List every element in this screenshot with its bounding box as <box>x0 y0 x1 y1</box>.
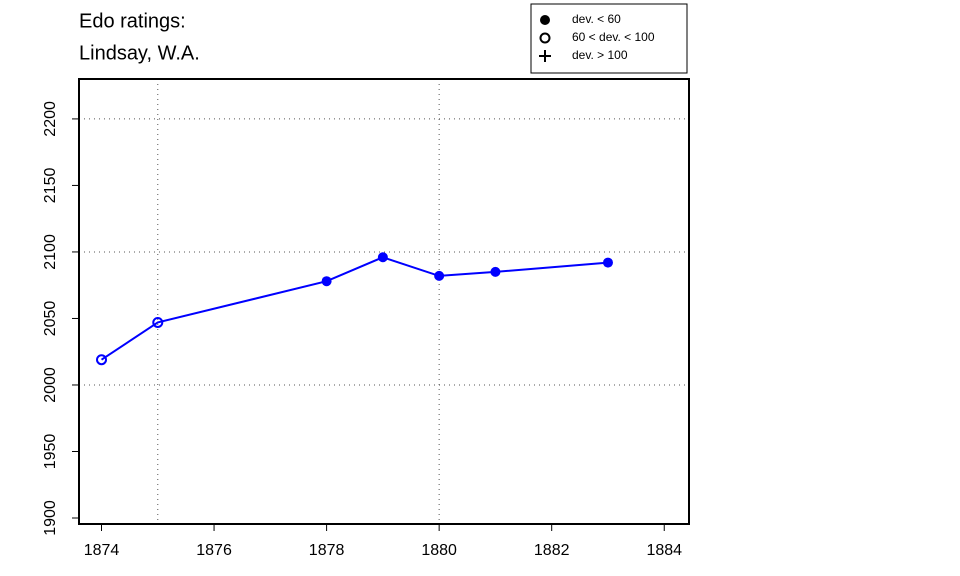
legend-label: 60 < dev. < 100 <box>572 30 655 44</box>
x-tick-label: 1882 <box>534 542 570 559</box>
chart-title: Edo ratings: <box>79 10 186 32</box>
x-tick-label: 1874 <box>84 542 120 559</box>
x-tick-label: 1878 <box>309 542 345 559</box>
y-tick-label: 1950 <box>42 434 59 470</box>
legend-label: dev. < 60 <box>572 12 621 26</box>
y-tick-label: 2200 <box>42 101 59 137</box>
legend-label: dev. > 100 <box>572 48 628 62</box>
y-tick-label: 2150 <box>42 168 59 204</box>
point <box>490 266 501 277</box>
point <box>96 354 108 366</box>
point <box>152 316 164 328</box>
y-tick-label: 2100 <box>42 234 59 270</box>
point <box>602 257 613 268</box>
point <box>321 276 332 287</box>
series-line <box>100 256 609 361</box>
x-tick-label: 1880 <box>421 542 457 559</box>
y-tick-label: 2000 <box>42 367 59 403</box>
x-tick-label: 1884 <box>646 542 682 559</box>
chart-title: Lindsay, W.A. <box>79 42 200 64</box>
point <box>539 32 551 44</box>
y-tick-label: 1900 <box>42 500 59 536</box>
point <box>377 252 388 263</box>
legend-box <box>530 3 688 74</box>
point <box>540 15 550 25</box>
plot-frame <box>78 78 690 525</box>
point <box>434 270 445 281</box>
x-tick-label: 1876 <box>196 542 232 559</box>
point <box>539 50 551 62</box>
y-tick-label: 2050 <box>42 301 59 337</box>
